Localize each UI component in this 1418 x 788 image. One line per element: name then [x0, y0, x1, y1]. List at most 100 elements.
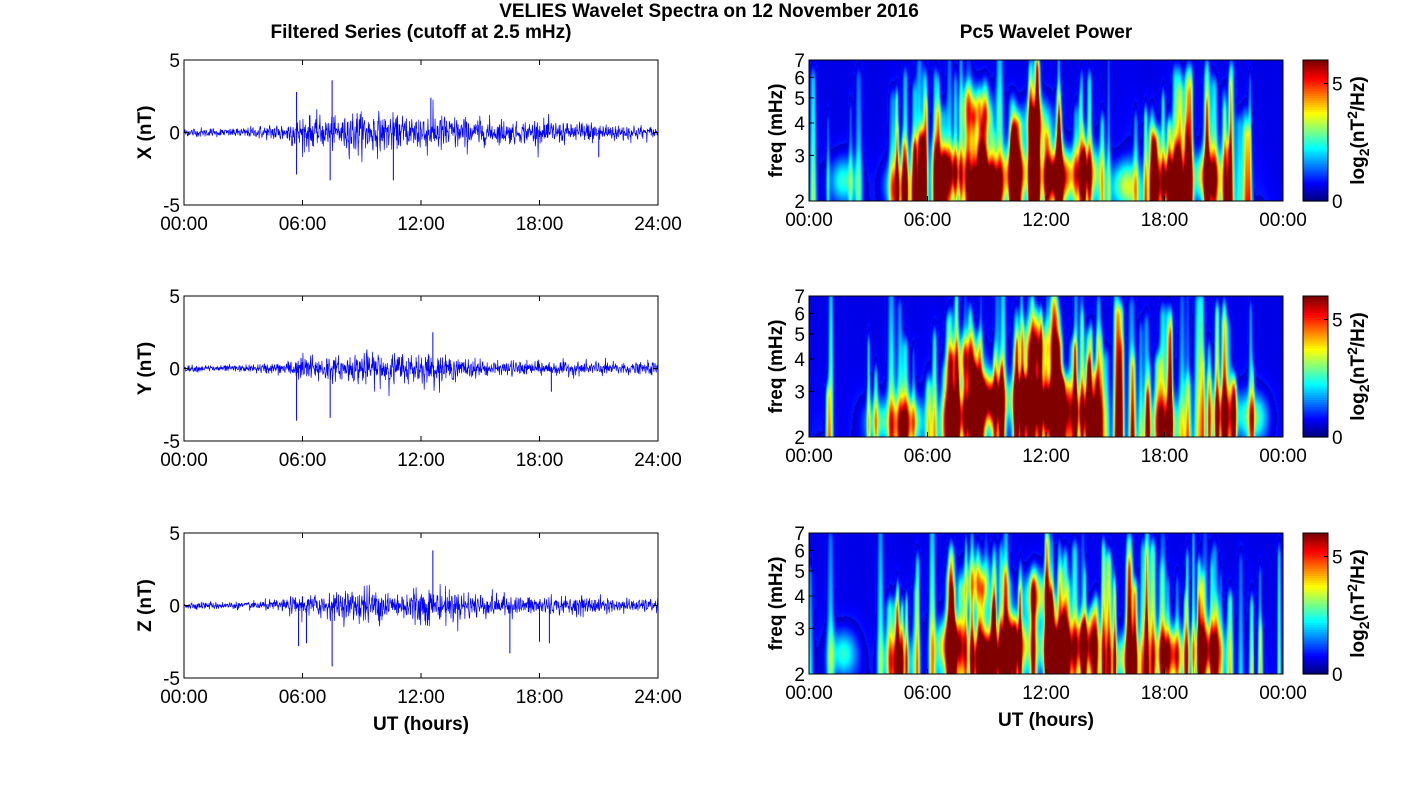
colorbar-segment: [1303, 177, 1328, 181]
x-tick-label: 06:00: [904, 683, 952, 704]
spectrum-image: [809, 533, 1283, 674]
colorbar-segment: [1303, 615, 1328, 619]
colorbar-segment: [1303, 375, 1328, 379]
colorbar-segment: [1303, 380, 1328, 384]
y-tick-label: 5: [169, 287, 180, 308]
colorbar-segment: [1303, 394, 1328, 398]
colorbar-segment: [1303, 340, 1328, 344]
colorbar-segment: [1303, 636, 1328, 640]
y-tick-label: 7: [794, 287, 805, 308]
colorbar-segment: [1303, 132, 1328, 136]
x-tick-label: 00:00: [1259, 446, 1307, 467]
colorbar-segment: [1303, 326, 1328, 330]
colorbar-segment: [1303, 373, 1328, 377]
colorbar-segment: [1303, 137, 1328, 141]
y-tick-label: 4: [794, 587, 805, 608]
colorbar-segment: [1303, 584, 1328, 588]
colorbar-segment: [1303, 352, 1328, 356]
colorbar-tick-label: 5: [1332, 548, 1343, 569]
colorbar-segment: [1303, 601, 1328, 605]
colorbar-segment: [1303, 198, 1328, 202]
colorbar-segment: [1303, 109, 1328, 113]
colorbar-segment: [1303, 179, 1328, 183]
colorbar-segment: [1303, 175, 1328, 179]
colorbar-segment: [1303, 634, 1328, 637]
colorbar-segment: [1303, 71, 1328, 75]
x-tick-label: 18:00: [516, 687, 564, 708]
colorbar-segment: [1303, 149, 1328, 153]
colorbar-segment: [1303, 163, 1328, 167]
colorbar-segment: [1303, 624, 1328, 628]
colorbar-segment: [1303, 97, 1328, 101]
colorbar-segment: [1303, 62, 1328, 66]
colorbar-segment: [1303, 572, 1328, 576]
colorbar-segment: [1303, 563, 1328, 567]
colorbar-segment: [1303, 296, 1328, 299]
y-tick-label: 7: [794, 524, 805, 545]
colorbar-segment: [1303, 422, 1328, 426]
colorbar-segment: [1303, 368, 1328, 372]
colorbar-segment: [1303, 418, 1328, 422]
colorbar-segment: [1303, 172, 1328, 176]
colorbar-segment: [1303, 655, 1328, 659]
colorbar-segment: [1303, 608, 1328, 612]
colorbar-segment: [1303, 429, 1328, 433]
colorbar-segment: [1303, 575, 1328, 579]
colorbar-segment: [1303, 629, 1328, 633]
y-tick-label: -5: [163, 196, 180, 217]
colorbar-segment: [1303, 568, 1328, 572]
colorbar-segment: [1303, 580, 1328, 583]
colorbar-segment: [1303, 184, 1328, 188]
colorbar-segment: [1303, 338, 1328, 342]
colorbar-segment: [1303, 596, 1328, 600]
colorbar-label: log2(nT2/Hz): [1344, 312, 1372, 420]
colorbar-segment: [1303, 659, 1328, 663]
colorbar-segment: [1303, 366, 1328, 370]
series-line-y: [183, 349, 659, 397]
y-tick-label: 3: [794, 619, 805, 640]
y-tick-label: 2: [794, 428, 805, 449]
colorbar-segment: [1303, 114, 1328, 117]
spectrum-heatmap: [809, 296, 1283, 437]
x-tick-label: 24:00: [634, 214, 682, 235]
x-tick-label: 24:00: [634, 687, 682, 708]
y-tick-label: 2: [794, 665, 805, 686]
x-tick-label: 00:00: [785, 446, 833, 467]
spectrum-heatmap: [809, 60, 1283, 201]
x-axis-label: UT (hours): [998, 710, 1094, 731]
y-tick-label: 0: [169, 360, 180, 381]
colorbar-segment: [1303, 116, 1328, 120]
colorbar-segment: [1303, 139, 1328, 143]
colorbar-segment: [1303, 662, 1328, 666]
colorbar-segment: [1303, 364, 1328, 368]
colorbar-segment: [1303, 657, 1328, 661]
colorbar-segment: [1303, 189, 1328, 193]
colorbar-segment: [1303, 641, 1328, 645]
colorbar-segment: [1303, 90, 1328, 94]
spectrum-heatmap: [809, 533, 1283, 674]
colorbar-segment: [1303, 603, 1328, 607]
y-tick-label: 5: [794, 325, 805, 346]
series-line-x: [183, 99, 659, 163]
colorbar-label: log2(nT2/Hz): [1344, 76, 1372, 184]
colorbar-segment: [1303, 165, 1328, 169]
colorbar-segment: [1303, 76, 1328, 80]
colorbar-segment: [1303, 128, 1328, 132]
colorbar-segment: [1303, 427, 1328, 431]
colorbar-segment: [1303, 385, 1328, 389]
colorbar-segment: [1303, 69, 1328, 73]
y-axis-label: Y (nT): [135, 342, 156, 395]
colorbar-segment: [1303, 347, 1328, 351]
y-tick-label: 0: [169, 124, 180, 145]
colorbar-label: log2(nT2/Hz): [1344, 549, 1372, 657]
x-tick-label: 12:00: [397, 214, 445, 235]
colorbar-segment: [1303, 310, 1328, 314]
colorbar-segment: [1303, 594, 1328, 598]
x-tick-label: 18:00: [1141, 210, 1189, 231]
colorbar-segment: [1303, 319, 1328, 323]
colorbar-segment: [1303, 125, 1328, 129]
colorbar-tick-label: 5: [1332, 311, 1343, 332]
colorbar-segment: [1303, 142, 1328, 146]
